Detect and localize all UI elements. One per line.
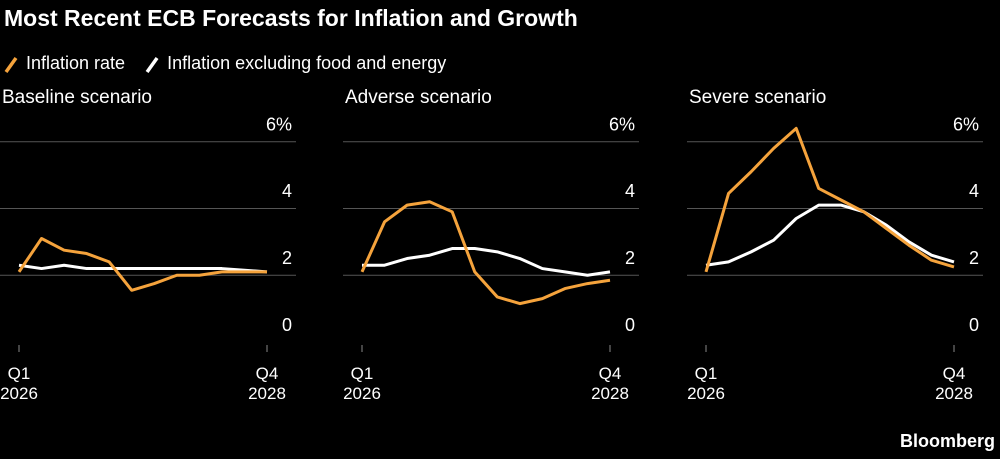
y-tick-label: 6% [266, 114, 292, 134]
x-tick-label: Q4 2028 [591, 364, 629, 403]
legend-swatch [4, 56, 18, 74]
y-tick-label: 4 [625, 181, 635, 201]
legend-label: Inflation excluding food and energy [167, 53, 446, 73]
y-tick-label: 6% [609, 114, 635, 134]
x-tick-label: Q1 2026 [0, 364, 38, 403]
y-tick-label: 0 [625, 315, 635, 335]
panel-title: Adverse scenario [345, 87, 492, 108]
y-tick-label: 0 [969, 315, 979, 335]
x-tick-label: Q1 2026 [343, 364, 381, 403]
chart-title: Most Recent ECB Forecasts for Inflation … [4, 5, 578, 31]
series-line [705, 203, 955, 267]
y-tick-label: 4 [969, 181, 979, 201]
y-tick-label: 4 [282, 181, 292, 201]
y-tick-label: 2 [625, 248, 635, 268]
y-tick-label: 2 [282, 248, 292, 268]
y-tick-label: 2 [969, 248, 979, 268]
legend-swatch [145, 56, 159, 74]
legend-label: Inflation rate [26, 53, 125, 73]
y-tick-label: 0 [282, 315, 292, 335]
series-line [360, 200, 611, 306]
panel-title: Baseline scenario [2, 87, 152, 108]
y-tick-label: 6% [953, 114, 979, 134]
series-line [18, 263, 268, 274]
panel-title: Severe scenario [689, 87, 826, 108]
x-tick-label: Q4 2028 [935, 364, 973, 403]
x-tick-label: Q1 2026 [687, 364, 725, 403]
series-line [362, 247, 611, 277]
x-tick-label: Q4 2028 [248, 364, 286, 403]
source: Bloomberg [900, 431, 995, 451]
series-line [704, 126, 955, 273]
series-line [17, 237, 267, 292]
